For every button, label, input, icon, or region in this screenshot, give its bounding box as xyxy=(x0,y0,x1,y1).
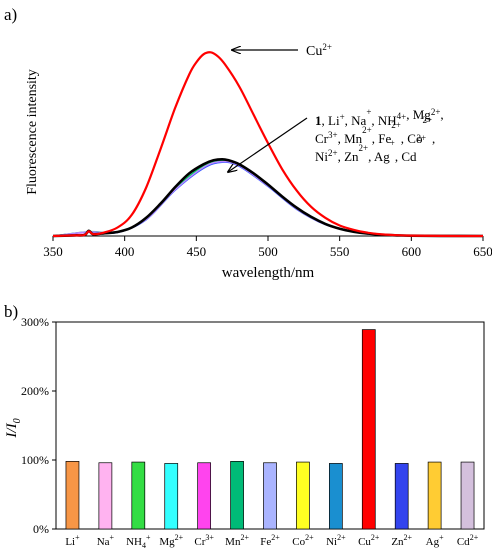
panel-b-y-tick-label: 200% xyxy=(21,384,49,398)
panel-b-y-axis-label: I/I0 xyxy=(4,418,23,438)
panel-b-category-label: Na+ xyxy=(97,533,115,548)
panel-a-series-line xyxy=(52,159,484,237)
panel-b-category-label: Co2+ xyxy=(292,533,314,548)
panel-a-label: a) xyxy=(4,5,17,24)
panel-b-category-label: Fe2+ xyxy=(260,533,280,548)
panel-b-category-label: Mn2+ xyxy=(225,533,249,548)
panel-b-y-tick-label: 0% xyxy=(33,522,49,536)
panel-b-bars xyxy=(65,329,475,530)
panel-b-bar xyxy=(65,461,80,530)
panel-a-series-line xyxy=(52,158,484,238)
panel-b-bar xyxy=(328,463,343,530)
panel-b-category-label: Cd2+ xyxy=(457,533,479,548)
panel-a-series xyxy=(52,51,484,238)
panel-a-x-tick-label: 400 xyxy=(115,244,135,259)
ions-annotation-line: Cr3+, Mn2+, Fe2+, Co2+, xyxy=(315,115,435,146)
panel-b-category-label: Ni2+ xyxy=(326,533,346,548)
panel-b-category-label: Li+ xyxy=(65,533,80,548)
ions-annotation-line: Ni2+, Zn2+, Ag+, Cd2+ xyxy=(315,133,426,164)
panel-b-category-label: Zn2+ xyxy=(391,533,412,548)
panel-a-x-tick-label: 650 xyxy=(473,244,492,259)
panel-b-label: b) xyxy=(4,302,18,321)
panel-b-bar xyxy=(427,461,442,530)
ions-annotation-label: 1, Li+, Na+, NH4+, Mg2+,Cr3+, Mn2+, Fe2+… xyxy=(315,107,444,164)
panel-b-category-label: Cu2+ xyxy=(358,533,380,548)
panel-a-x-axis-label: wavelength/nm xyxy=(222,265,315,281)
panel-a-series-line xyxy=(52,160,484,237)
panel-b-bar xyxy=(460,461,475,530)
panel-b-chart: 0% 100% 200% 300% I/I0 Li+ Na+ NH4+ Mg2+ Cr3+ Mn… xyxy=(4,315,485,550)
panel-b-y-tick-label: 100% xyxy=(21,453,49,467)
panel-a-x-tick-label: 600 xyxy=(402,244,422,259)
panel-b-bar xyxy=(394,463,409,530)
panel-b-category-labels: Li+ Na+ NH4+ Mg2+ Cr3+ Mn2+ Fe2+ Co2+ Ni2+ Cu2+ Zn… xyxy=(65,533,478,550)
panel-b-bar xyxy=(98,462,113,530)
panel-a-x-ticks: 350 400 450 500 550 600 650 xyxy=(43,236,492,259)
ions-annotation-arrow xyxy=(228,117,308,172)
panel-a-chart: Fluorescence intensity 350 400 450 500 550 60… xyxy=(25,42,492,281)
panel-b-bar xyxy=(361,329,376,530)
panel-b-y-ticks: 0% 100% 200% 300% xyxy=(21,315,56,536)
panel-a-x-tick-label: 350 xyxy=(43,244,63,259)
panel-b-category-label: Ag+ xyxy=(426,533,444,548)
panel-a-series-line xyxy=(52,51,484,238)
panel-a-x-tick-label: 550 xyxy=(330,244,350,259)
panel-b-bar xyxy=(263,462,277,530)
panel-b-bar xyxy=(296,461,310,530)
panel-a-series-line xyxy=(52,160,484,237)
panel-a-y-axis-label: Fluorescence intensity xyxy=(25,69,40,195)
panel-b-bar xyxy=(131,461,146,530)
panel-a-x-tick-label: 500 xyxy=(258,244,278,259)
panel-b-category-label: Mg2+ xyxy=(159,533,183,548)
panel-b-bar xyxy=(164,463,179,530)
panel-b-bar xyxy=(230,461,244,530)
panel-a-series-line xyxy=(52,161,484,237)
panel-a-x-tick-label: 450 xyxy=(187,244,207,259)
panel-b-y-tick-label: 300% xyxy=(21,315,49,329)
ions-annotation-line: 1, Li+, Na+, NH4+, Mg2+, xyxy=(315,107,444,128)
cu-annotation-label: Cu2+ xyxy=(306,42,332,59)
panel-b-category-label: NH4+ xyxy=(126,533,151,550)
panel-b-bar xyxy=(197,462,212,530)
panel-b-category-label: Cr3+ xyxy=(194,533,214,548)
